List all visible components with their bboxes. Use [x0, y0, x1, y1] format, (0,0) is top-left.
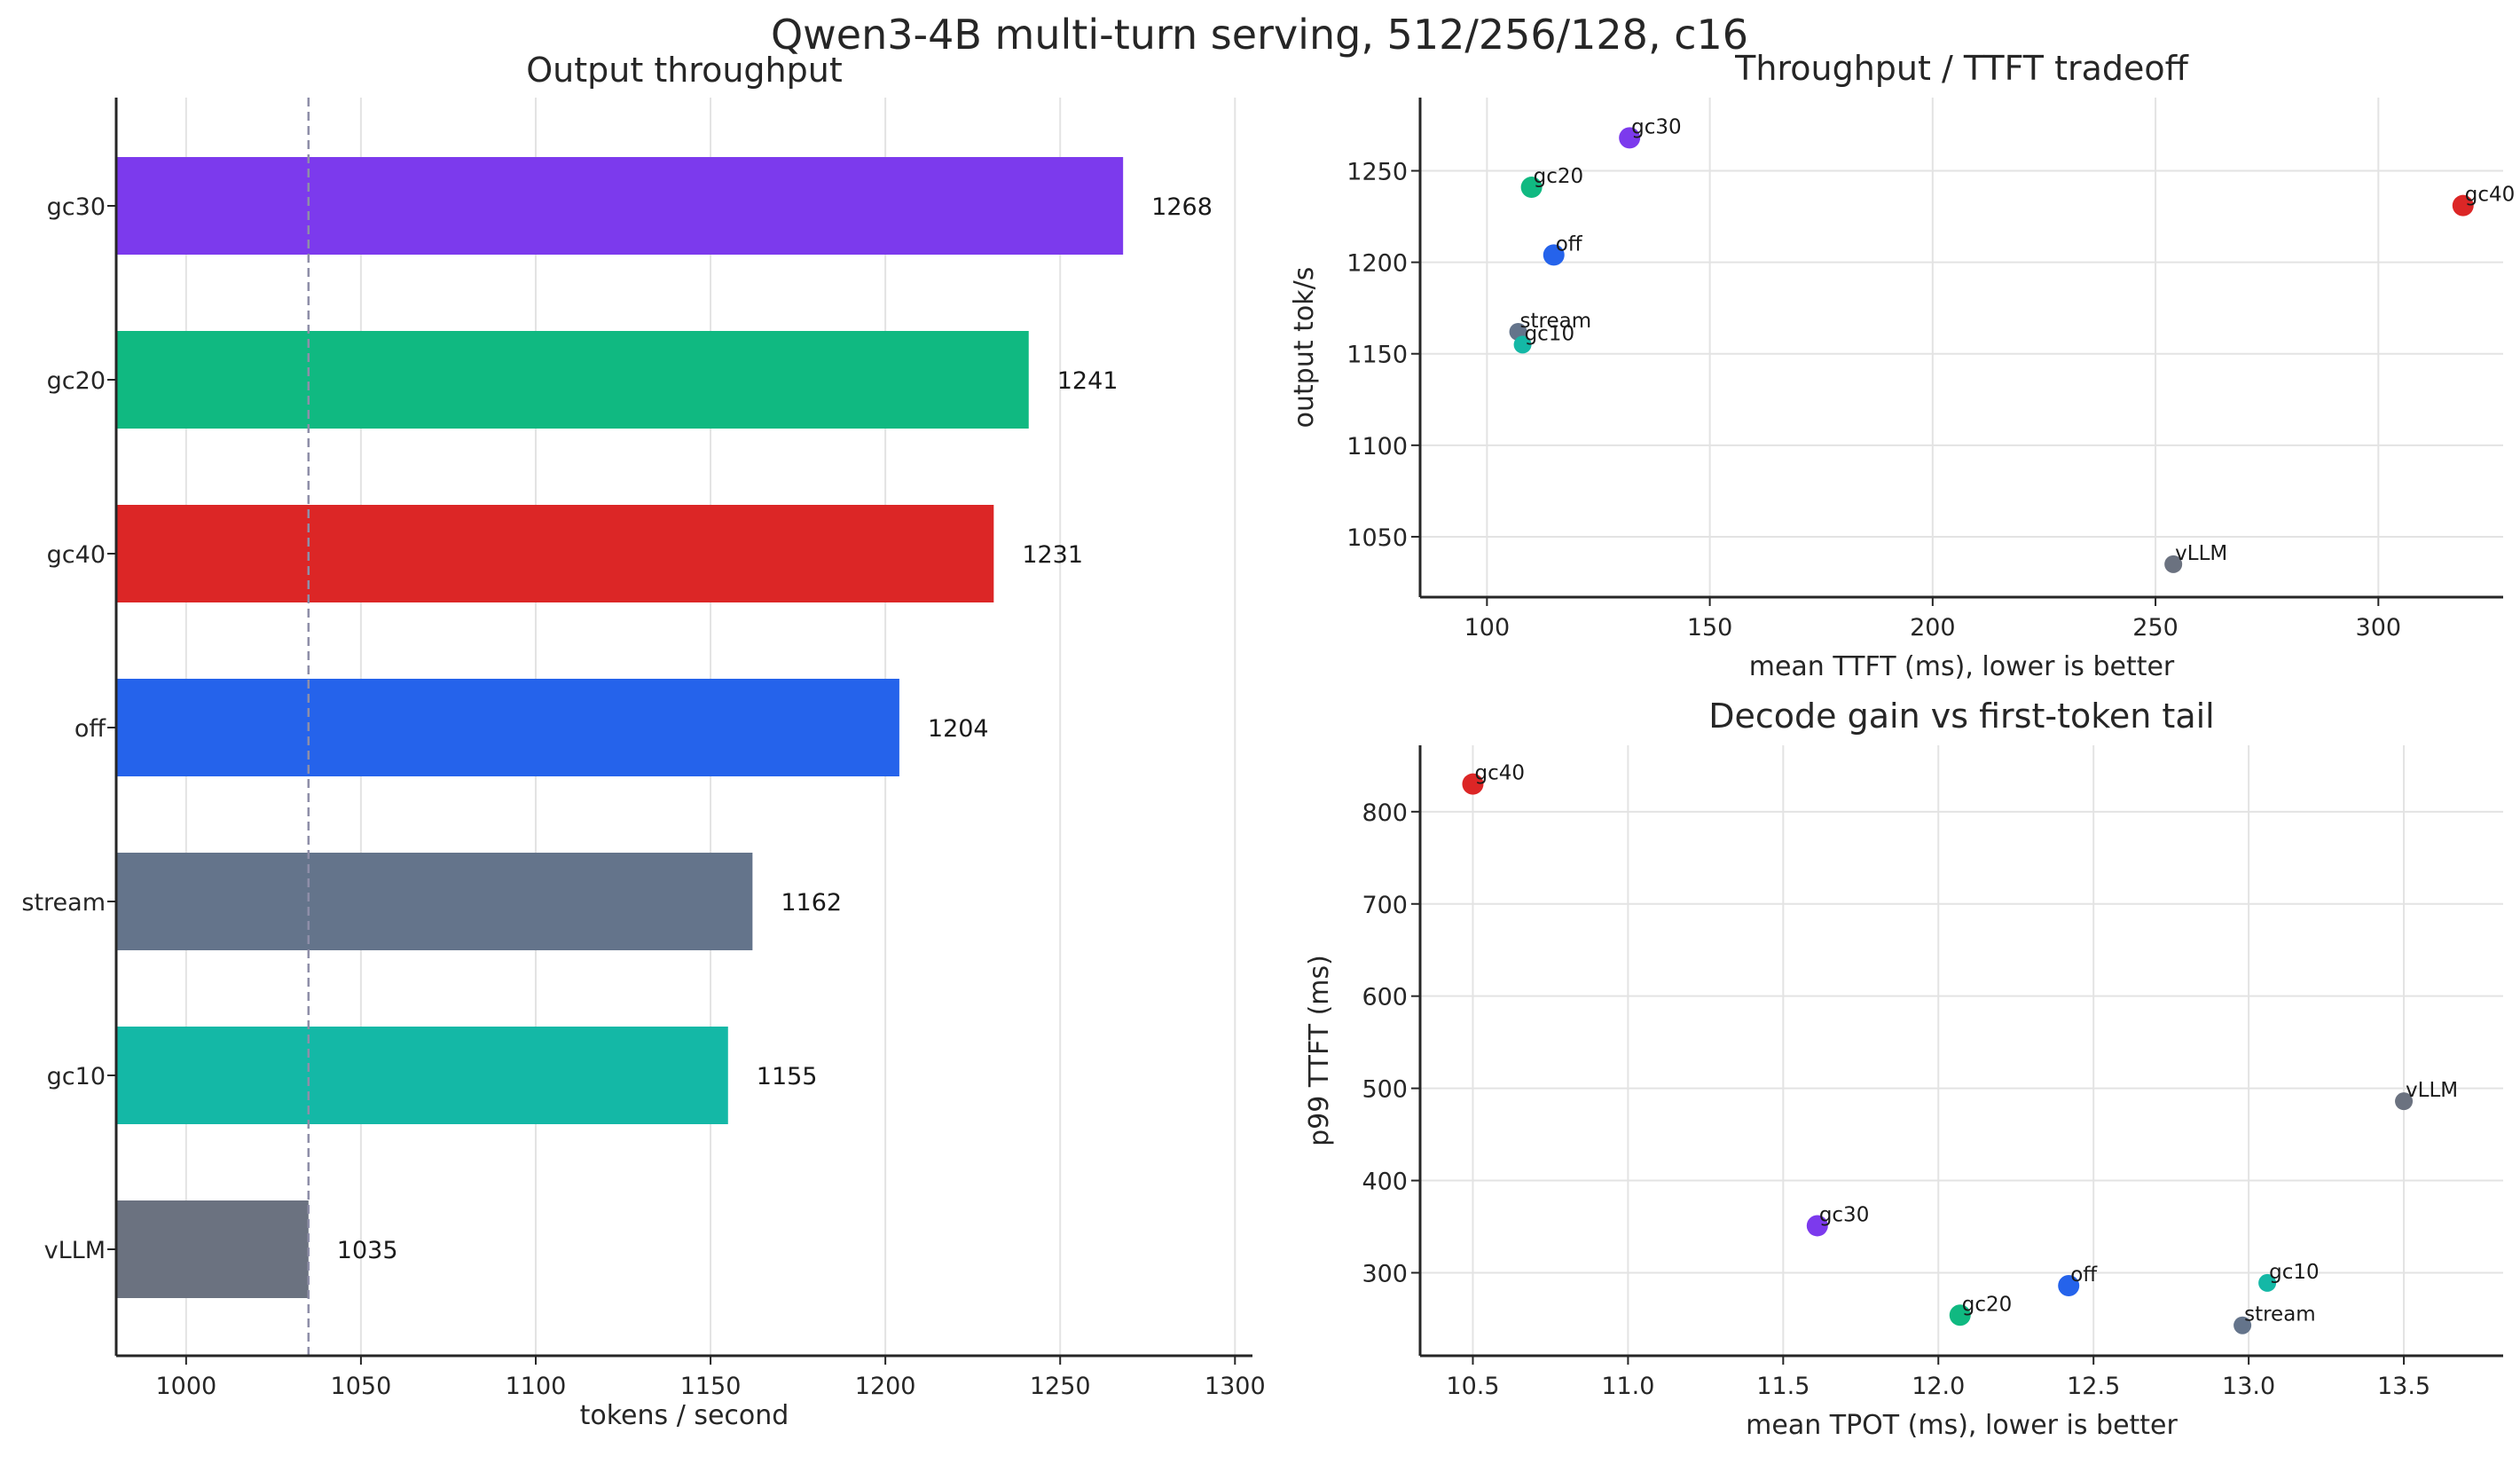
scatter-panel-decode-gain: Decode gain vs first-token tail 10.5 11.0 1…: [1304, 697, 2503, 1441]
point-label: gc20: [1962, 1293, 2013, 1316]
point-gc40: [2452, 194, 2474, 216]
scatter-panel-throughput-ttft: Throughput / TTFT tradeoff 100 150 200 250 30…: [1289, 49, 2515, 682]
point-label: gc30: [1819, 1203, 1870, 1226]
point-gc10: [2258, 1273, 2277, 1292]
y-tick-label: 400: [1362, 1169, 1408, 1196]
y-tick-label: 600: [1362, 984, 1408, 1011]
x-tick-label: 300: [2356, 614, 2402, 641]
x-tick-label: 1150: [680, 1373, 742, 1400]
point-label: gc10: [1525, 322, 1575, 345]
value-label: 1155: [757, 1063, 818, 1090]
category-label: vLLM: [44, 1237, 106, 1264]
x-tick-label: 200: [1910, 614, 1956, 641]
point-vLLM: [2164, 555, 2183, 573]
point-vLLM: [2395, 1092, 2414, 1111]
value-label: 1035: [337, 1237, 398, 1264]
x-tick-label: 1100: [506, 1373, 567, 1400]
bar-vLLM: [116, 1200, 309, 1298]
x-axis-label: mean TTFT (ms), lower is better: [1749, 651, 2175, 682]
y-tick-label: 800: [1362, 799, 1408, 827]
x-tick-label: 1050: [331, 1373, 392, 1400]
point-label: stream: [1520, 310, 1592, 333]
x-tick-label: 11.0: [1601, 1373, 1654, 1400]
value-label: 1231: [1022, 541, 1083, 569]
bar-gc40: [116, 505, 994, 602]
bar-chart-title: Output throughput: [526, 51, 843, 90]
point-off: [2058, 1275, 2080, 1297]
x-tick-label: 100: [1464, 614, 1511, 641]
y-axis-label: output tok/s: [1289, 267, 1320, 429]
x-tick-label: 13.0: [2222, 1373, 2275, 1400]
bar-gc30: [116, 157, 1124, 255]
point-label: gc40: [2465, 184, 2516, 207]
point-gc10: [1513, 335, 1532, 354]
point-label: off: [1556, 232, 1583, 256]
bar-panel-output-throughput: Output throughput 1000 1050 1100 1150 1200 125…: [21, 51, 1265, 1431]
point-label: gc20: [1534, 165, 1584, 188]
x-tick-label: 150: [1687, 614, 1733, 641]
x-tick-label: 12.5: [2067, 1373, 2120, 1400]
y-tick-label: 500: [1362, 1076, 1408, 1104]
x-tick-label: 1000: [155, 1373, 216, 1400]
category-label: gc10: [47, 1063, 106, 1090]
point-label: gc10: [2269, 1261, 2320, 1284]
point-gc30: [1806, 1215, 1828, 1237]
bar-gc20: [116, 331, 1029, 429]
y-tick-label: 1200: [1346, 250, 1408, 278]
x-tick-label: 11.5: [1756, 1373, 1810, 1400]
y-tick-label: 1250: [1346, 158, 1408, 185]
y-tick-label: 1050: [1346, 524, 1408, 552]
point-gc20: [1949, 1304, 1971, 1326]
point-stream: [2233, 1316, 2252, 1334]
category-label: gc40: [47, 541, 106, 569]
y-tick-label: 1150: [1346, 342, 1408, 369]
x-tick-label: 13.5: [2377, 1373, 2430, 1400]
x-axis-label: tokens / second: [580, 1400, 789, 1431]
category-label: gc30: [47, 193, 106, 221]
y-axis-label: p99 TTFT (ms): [1304, 955, 1335, 1146]
point-gc40: [1462, 773, 1484, 795]
y-tick-label: 700: [1362, 892, 1408, 919]
x-tick-label: 250: [2132, 614, 2179, 641]
value-label: 1162: [781, 889, 842, 917]
scatter-title: Throughput / TTFT tradeoff: [1734, 49, 2188, 88]
category-label: stream: [21, 889, 106, 917]
point-label: vLLM: [2175, 542, 2227, 565]
value-label: 1204: [928, 715, 989, 743]
point-label: stream: [2244, 1303, 2316, 1326]
point-gc20: [1520, 177, 1543, 199]
value-label: 1241: [1057, 367, 1119, 395]
scatter-title: Decode gain vs first-token tail: [1708, 697, 2214, 736]
x-tick-label: 1200: [855, 1373, 916, 1400]
point-label: gc30: [1631, 115, 1682, 138]
point-gc30: [1619, 127, 1641, 149]
bar-gc10: [116, 1027, 728, 1124]
y-tick-label: 300: [1362, 1260, 1408, 1287]
bar-stream: [116, 853, 753, 950]
figure-title: Qwen3-4B multi-turn serving, 512/256/128…: [771, 11, 1748, 59]
category-label: off: [75, 715, 107, 743]
x-tick-label: 1300: [1205, 1373, 1266, 1400]
y-tick-label: 1100: [1346, 433, 1408, 460]
value-label: 1268: [1151, 193, 1213, 221]
point-label: gc40: [1474, 762, 1525, 785]
category-label: gc20: [47, 367, 106, 395]
point-label: off: [2070, 1263, 2098, 1287]
x-tick-label: 1250: [1030, 1373, 1091, 1400]
x-tick-label: 12.0: [1912, 1373, 1965, 1400]
x-tick-label: 10.5: [1446, 1373, 1499, 1400]
bar-off: [116, 679, 899, 776]
point-label: vLLM: [2406, 1079, 2458, 1102]
x-axis-label: mean TPOT (ms), lower is better: [1746, 1410, 2178, 1441]
point-off: [1543, 244, 1565, 266]
